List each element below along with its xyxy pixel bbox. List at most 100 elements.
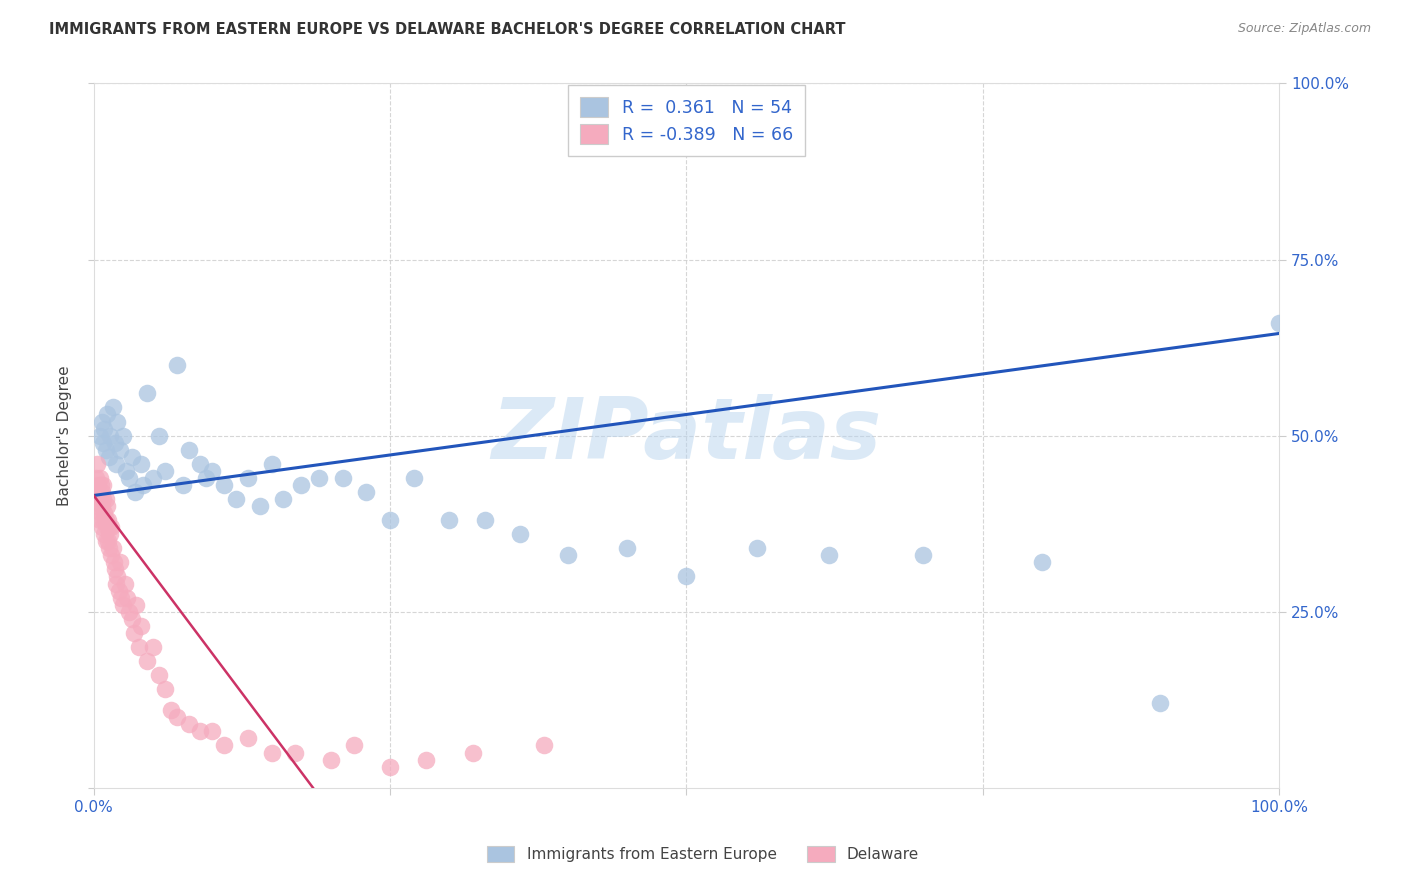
Point: [103, 555, 125, 569]
Point: [461, 746, 484, 760]
Point: [249, 499, 271, 513]
Point: [124, 485, 146, 500]
Point: [142, 640, 165, 654]
Point: [98, 450, 121, 464]
Point: [96, 408, 118, 422]
Point: [153, 682, 176, 697]
Point: [91, 478, 114, 492]
Point: [89, 471, 111, 485]
Point: [89, 428, 111, 442]
Point: [91, 513, 114, 527]
Point: [87, 499, 110, 513]
Point: [190, 457, 212, 471]
Point: [93, 421, 115, 435]
Legend: Immigrants from Eastern Europe, Delaware: Immigrants from Eastern Europe, Delaware: [481, 840, 925, 868]
Point: [89, 513, 111, 527]
Point: [190, 724, 212, 739]
Point: [236, 731, 259, 746]
Point: [93, 527, 115, 541]
Point: [136, 654, 159, 668]
Point: [91, 520, 114, 534]
Point: [86, 485, 108, 500]
Point: [122, 625, 145, 640]
Point: [112, 428, 135, 442]
Point: [94, 491, 117, 506]
Point: [118, 605, 141, 619]
Point: [110, 591, 132, 605]
Point: [97, 513, 120, 527]
Point: [84, 471, 107, 485]
Point: [675, 569, 697, 583]
Point: [136, 386, 159, 401]
Point: [91, 485, 114, 500]
Point: [100, 549, 122, 563]
Point: [107, 569, 129, 583]
Point: [332, 471, 354, 485]
Point: [98, 520, 121, 534]
Point: [105, 457, 128, 471]
Point: [98, 541, 121, 556]
Point: [101, 401, 124, 415]
Point: [115, 591, 138, 605]
Point: [94, 513, 117, 527]
Point: [148, 428, 170, 442]
Point: [142, 471, 165, 485]
Point: [121, 612, 143, 626]
Point: [284, 746, 307, 760]
Point: [177, 717, 200, 731]
Point: [129, 457, 152, 471]
Point: [114, 464, 136, 478]
Point: [97, 534, 120, 549]
Point: [273, 491, 295, 506]
Point: [343, 739, 366, 753]
Point: [201, 724, 224, 739]
Point: [356, 485, 378, 500]
Point: [509, 527, 531, 541]
Point: [415, 753, 437, 767]
Point: [105, 576, 128, 591]
Point: [195, 471, 218, 485]
Text: IMMIGRANTS FROM EASTERN EUROPE VS DELAWARE BACHELOR'S DEGREE CORRELATION CHART: IMMIGRANTS FROM EASTERN EUROPE VS DELAWA…: [49, 22, 846, 37]
Point: [91, 499, 114, 513]
Point: [100, 520, 122, 534]
Point: [153, 464, 176, 478]
Point: [121, 450, 143, 464]
Point: [132, 478, 155, 492]
Point: [104, 562, 127, 576]
Point: [378, 513, 401, 527]
Point: [616, 541, 638, 556]
Text: Source: ZipAtlas.com: Source: ZipAtlas.com: [1237, 22, 1371, 36]
Point: [166, 358, 188, 372]
Point: [912, 549, 935, 563]
Point: [96, 520, 118, 534]
Point: [118, 471, 141, 485]
Point: [1149, 696, 1171, 710]
Point: [86, 457, 108, 471]
Point: [90, 478, 112, 492]
Point: [96, 499, 118, 513]
Point: [94, 442, 117, 457]
Point: [474, 513, 496, 527]
Point: [89, 491, 111, 506]
Y-axis label: Bachelor's Degree: Bachelor's Degree: [58, 366, 72, 506]
Point: [201, 464, 224, 478]
Point: [125, 598, 148, 612]
Point: [98, 527, 121, 541]
Point: [172, 478, 194, 492]
Point: [557, 549, 579, 563]
Point: [93, 506, 115, 520]
Point: [1031, 555, 1053, 569]
Point: [212, 478, 235, 492]
Point: [260, 457, 283, 471]
Point: [90, 506, 112, 520]
Point: [107, 583, 129, 598]
Point: [128, 640, 150, 654]
Point: [166, 710, 188, 724]
Point: [94, 534, 117, 549]
Point: [114, 576, 136, 591]
Point: [817, 549, 839, 563]
Point: [129, 619, 152, 633]
Point: [225, 491, 247, 506]
Point: [87, 478, 110, 492]
Legend: R =  0.361   N = 54, R = -0.389   N = 66: R = 0.361 N = 54, R = -0.389 N = 66: [568, 85, 806, 156]
